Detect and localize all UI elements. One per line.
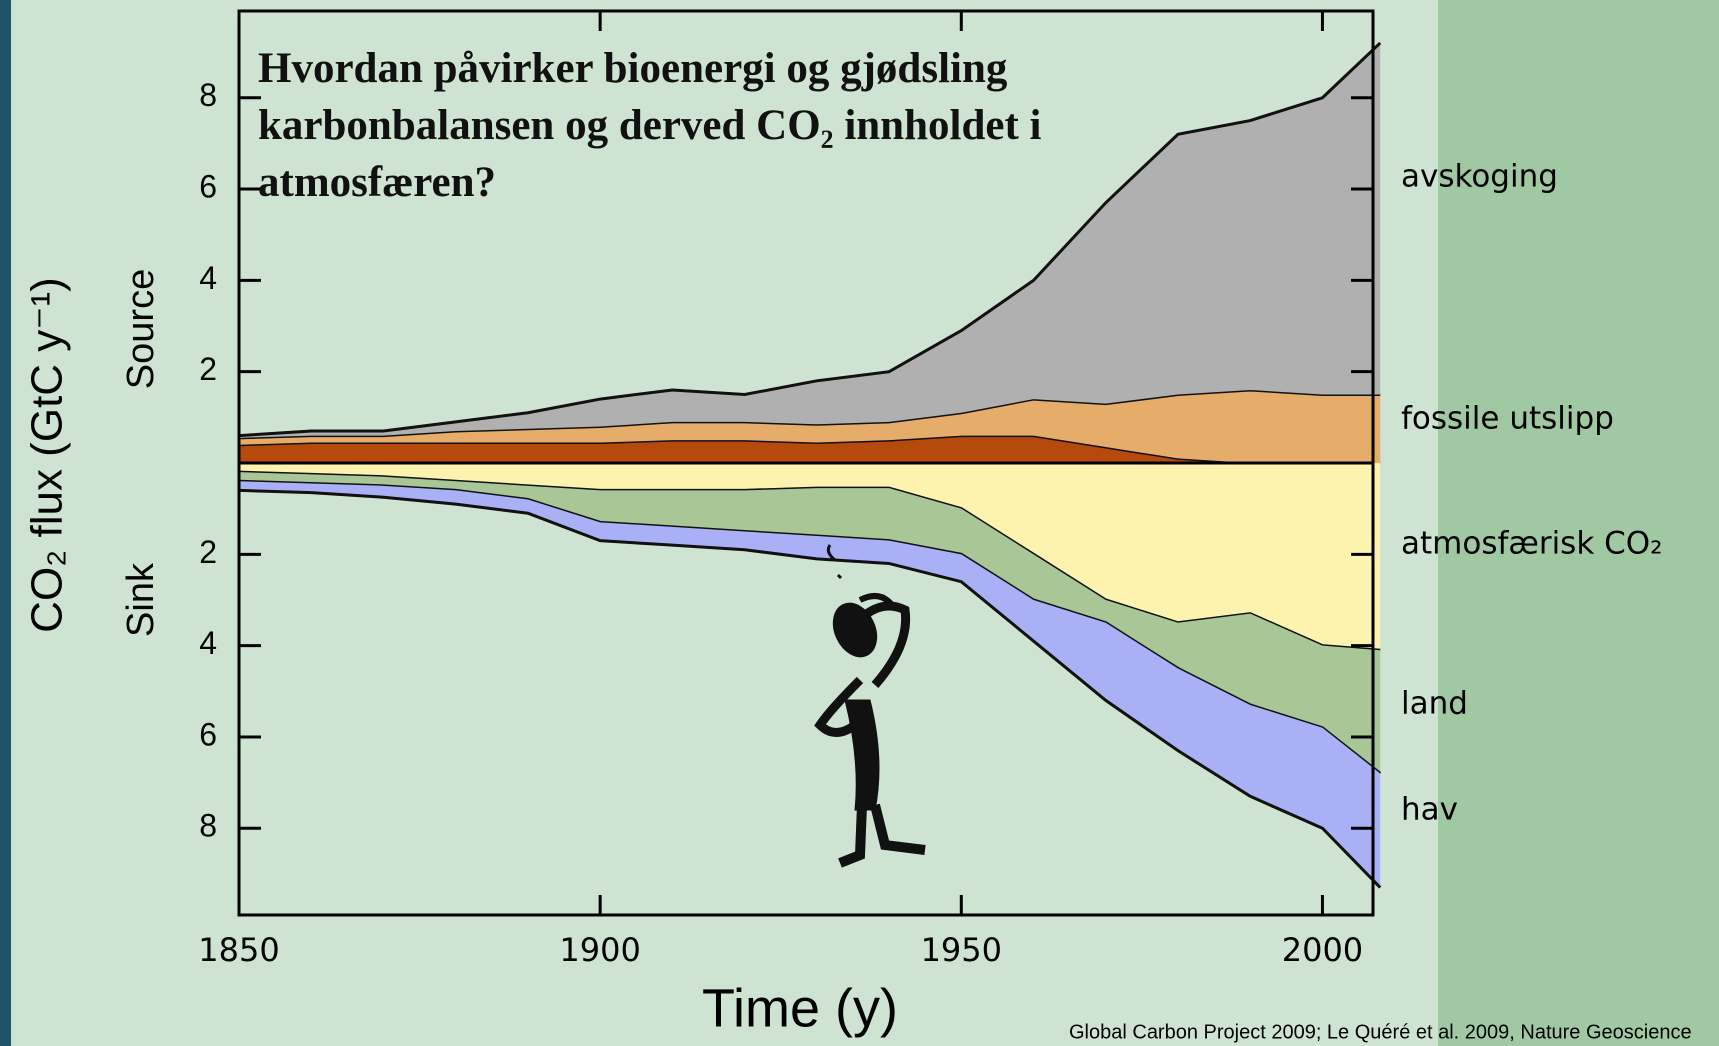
y-tick-label: 4	[199, 625, 217, 661]
y-tick-label: 6	[199, 169, 217, 205]
x-tick-label: 2000	[1282, 931, 1363, 969]
x-tick-label: 1950	[921, 931, 1002, 969]
left-strip	[0, 0, 11, 1046]
y-tick-label: 6	[199, 716, 217, 752]
legend-label: atmosfærisk CO₂	[1401, 526, 1663, 562]
chart-title: Hvordan påvirker bioenergi og gjødsling …	[258, 40, 1158, 211]
side-panel	[1438, 0, 1719, 1046]
credit: Global Carbon Project 2009; Le Quéré et …	[1069, 1021, 1692, 1043]
legend-label: fossile utslipp	[1401, 401, 1614, 437]
sink-label: Sink	[120, 562, 162, 637]
page: {"chart_data": { "type": "stacked-area",…	[0, 0, 1719, 1046]
source-label: Source	[120, 269, 162, 389]
y-tick-label: 8	[199, 808, 217, 844]
thinking-figure	[820, 545, 925, 863]
legend-label: land	[1401, 686, 1468, 722]
legend-label: avskoging	[1401, 159, 1558, 195]
y-axis-label: CO₂ flux (GtC y⁻¹)	[23, 277, 72, 633]
x-tick-label: 1850	[198, 931, 279, 969]
y-tick-label: 2	[199, 351, 217, 387]
x-axis-label: Time (y)	[702, 978, 898, 1038]
y-tick-label: 8	[199, 77, 217, 113]
legend-label: hav	[1401, 792, 1458, 828]
y-tick-label: 2	[199, 534, 217, 570]
x-tick-label: 1900	[559, 931, 640, 969]
y-tick-label: 4	[199, 260, 217, 296]
